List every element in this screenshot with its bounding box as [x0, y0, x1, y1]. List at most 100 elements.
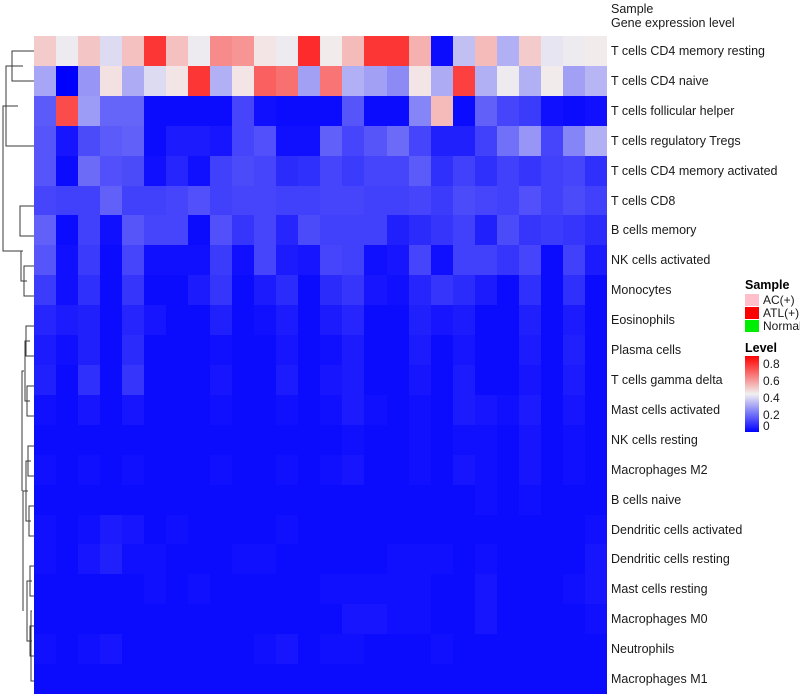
- heatmap-cell: [56, 215, 79, 246]
- heatmap-cell: [34, 245, 57, 276]
- heatmap-cell: [122, 95, 145, 126]
- heatmap-cell: [562, 335, 585, 365]
- sample-legend-item: Normal: [745, 319, 800, 332]
- heatmap-cell: [496, 305, 519, 336]
- row-label: Monocytes: [611, 283, 672, 298]
- heatmap-cell: [342, 95, 365, 126]
- heatmap-cell: [276, 185, 299, 216]
- heatmap-cell: [452, 185, 475, 216]
- heatmap-cell: [122, 335, 145, 365]
- heatmap-cell: [232, 185, 255, 216]
- heatmap-cell: [100, 484, 123, 515]
- legend-panel: Sample AC(+) ATL(+) Normal Level 0.8 0.6 0.4…: [745, 278, 800, 432]
- heatmap-cell: [584, 484, 607, 515]
- heatmap-cell: [320, 454, 343, 485]
- heatmap-cell: [210, 574, 233, 605]
- sample-legend-label: AC(+): [763, 292, 795, 307]
- heatmap-cell: [430, 95, 453, 126]
- heatmap-cell: [166, 305, 189, 336]
- row-dendrogram: [2, 50, 34, 682]
- heatmap-cell: [430, 335, 453, 365]
- row-label: B cells naive: [611, 492, 682, 507]
- heatmap-cell: [518, 185, 541, 216]
- heatmap-cell: [188, 484, 211, 515]
- heatmap-cell: [342, 544, 365, 575]
- heatmap-cell: [122, 125, 145, 156]
- heatmap-cell: [232, 544, 255, 575]
- heatmap-cell: [34, 335, 57, 365]
- heatmap-cell: [584, 364, 607, 395]
- heatmap-cell: [276, 125, 299, 156]
- heatmap-cell: [386, 484, 409, 515]
- heatmap-cell: [518, 275, 541, 306]
- row-label: Neutrophils: [611, 642, 675, 657]
- heatmap-cell: [430, 424, 453, 455]
- heatmap-cell: [518, 125, 541, 156]
- heatmap-cell: [386, 664, 409, 694]
- level-tick-label: 0.8: [763, 357, 780, 372]
- heatmap-cell: [210, 215, 233, 246]
- heatmap-cell: [474, 514, 497, 545]
- heatmap-cell: [562, 514, 585, 545]
- heatmap-cell: [430, 65, 453, 96]
- heatmap-cell: [78, 125, 101, 156]
- heatmap-cell: [584, 574, 607, 605]
- sample-legend-label: ATL(+): [763, 305, 800, 320]
- heatmap-cell: [342, 125, 365, 156]
- heatmap-cell: [78, 155, 101, 186]
- heatmap-cell: [144, 65, 167, 96]
- heatmap-cell: [56, 484, 79, 515]
- heatmap-cell: [232, 125, 255, 156]
- heatmap-cell: [408, 125, 431, 156]
- heatmap-cell: [210, 305, 233, 336]
- heatmap-cell: [342, 664, 365, 694]
- heatmap-cell: [452, 65, 475, 96]
- row-label: T cells regulatory Tregs: [611, 133, 741, 148]
- heatmap-cell: [320, 394, 343, 425]
- heatmap-cell: [56, 544, 79, 575]
- sample-legend-item: AC(+): [745, 293, 800, 306]
- heatmap-cell: [518, 65, 541, 96]
- heatmap-cell: [166, 634, 189, 665]
- heatmap-cell: [232, 275, 255, 306]
- heatmap-cell: [56, 454, 79, 485]
- heatmap-cell: [540, 275, 563, 306]
- heatmap-cell: [540, 424, 563, 455]
- heatmap-cell: [496, 155, 519, 186]
- heatmap-cell: [386, 364, 409, 395]
- heatmap-cell: [298, 514, 321, 545]
- heatmap-cell: [320, 424, 343, 455]
- heatmap-cell: [144, 514, 167, 545]
- row-label: Macrophages M2: [611, 462, 708, 477]
- heatmap-cell: [56, 664, 79, 694]
- heatmap-cell: [408, 484, 431, 515]
- heatmap-cell: [122, 454, 145, 485]
- heatmap-cell: [276, 424, 299, 455]
- heatmap-cell: [386, 95, 409, 126]
- heatmap-cell: [100, 305, 123, 336]
- heatmap-cell: [188, 245, 211, 276]
- heatmap-cell: [408, 215, 431, 246]
- heatmap-cell: [166, 185, 189, 216]
- heatmap-cell: [562, 454, 585, 485]
- heatmap-row: [34, 604, 607, 635]
- heatmap-cell: [342, 215, 365, 246]
- heatmap-cell: [188, 364, 211, 395]
- heatmap-cell: [56, 245, 79, 276]
- heatmap-cell: [78, 185, 101, 216]
- heatmap-cell: [408, 65, 431, 96]
- heatmap-cell: [276, 275, 299, 306]
- heatmap-cell: [474, 394, 497, 425]
- heatmap-cell: [298, 155, 321, 186]
- heatmap-cell: [254, 664, 277, 694]
- heatmap-cell: [540, 185, 563, 216]
- heatmap-cell: [232, 335, 255, 365]
- heatmap-cell: [100, 245, 123, 276]
- heatmap-row: [34, 215, 607, 246]
- heatmap-cell: [452, 36, 475, 66]
- heatmap-row-labels: T cells CD4 memory resting T cells CD4 na…: [611, 36, 796, 694]
- heatmap-cell: [540, 155, 563, 186]
- heatmap-cell: [540, 335, 563, 365]
- heatmap-cell: [122, 245, 145, 276]
- heatmap-cell: [100, 125, 123, 156]
